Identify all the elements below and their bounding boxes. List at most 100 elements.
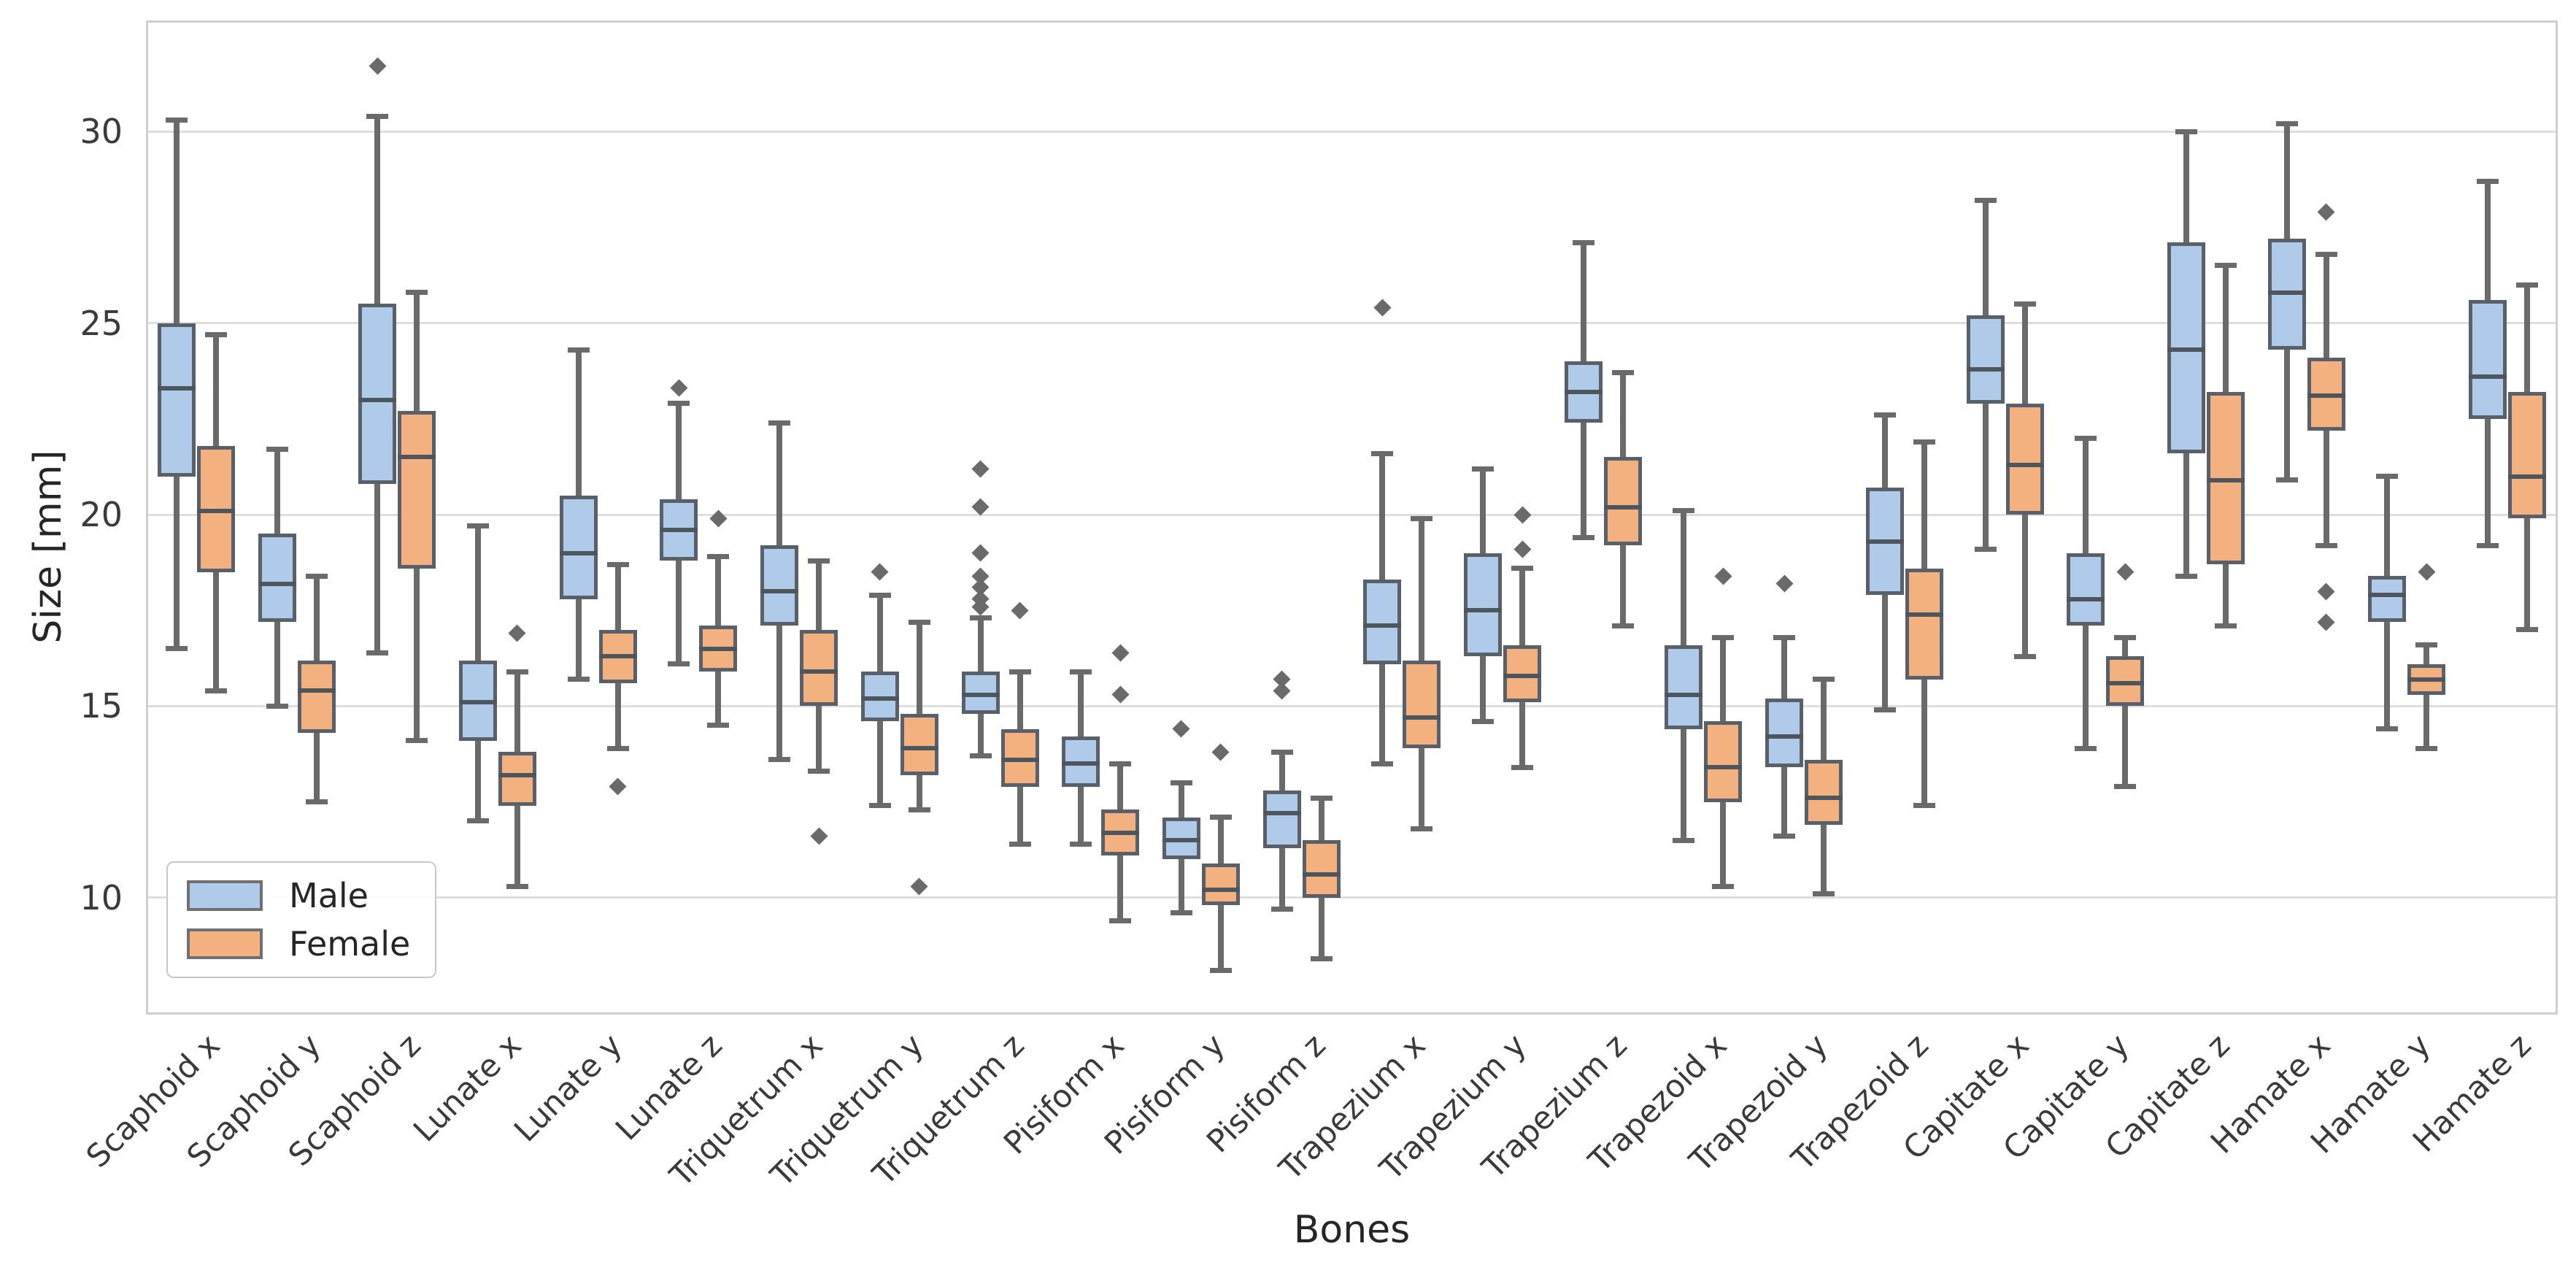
cap-low-male-trapezoid-y	[1773, 834, 1796, 839]
box-male-triquetrum-x	[760, 545, 799, 626]
cap-low-female-hamate-x	[2315, 542, 2337, 548]
cap-low-female-scaphoid-x	[204, 688, 227, 693]
median-female-trapezium-y	[1503, 673, 1542, 678]
cap-low-female-hamate-z	[2516, 627, 2539, 633]
median-female-pisiform-x	[1101, 830, 1140, 835]
box-female-trapezium-z	[1603, 457, 1642, 546]
cap-low-male-capitate-y	[2075, 745, 2097, 751]
x-axis-title: Bones	[1293, 1208, 1411, 1252]
cap-high-female-scaphoid-x	[204, 331, 227, 337]
y-tick-20: 20	[80, 495, 123, 535]
box-male-lunate-y	[559, 495, 598, 599]
median-female-trapezoid-y	[1805, 796, 1843, 801]
male-swatch-icon	[187, 880, 263, 911]
box-female-scaphoid-z	[398, 411, 436, 569]
cap-low-male-trapezium-x	[1371, 761, 1394, 766]
median-male-triquetrum-y	[860, 696, 899, 701]
whisker-female-capitate-y	[2122, 637, 2129, 787]
cap-low-female-lunate-z	[707, 723, 730, 728]
cap-high-female-trapezium-z	[1611, 370, 1634, 376]
median-male-trapezoid-x	[1665, 692, 1703, 697]
cap-low-male-trapezoid-z	[1873, 707, 1896, 713]
median-male-trapezium-x	[1363, 623, 1402, 628]
cap-high-male-pisiform-z	[1270, 749, 1293, 755]
cap-low-female-scaphoid-y	[305, 799, 328, 805]
cap-low-male-hamate-y	[2376, 726, 2399, 732]
median-female-capitate-z	[2207, 477, 2245, 482]
cap-high-female-lunate-z	[707, 554, 730, 560]
cap-high-female-trapezoid-x	[1712, 634, 1735, 640]
cap-high-male-trapezoid-z	[1873, 412, 1896, 418]
box-female-pisiform-y	[1201, 863, 1240, 906]
y-tick-15: 15	[80, 686, 123, 726]
gridline-15	[148, 704, 2556, 707]
cap-high-male-trapezium-x	[1371, 450, 1394, 456]
box-male-hamate-z	[2469, 300, 2507, 419]
cap-high-male-scaphoid-y	[266, 447, 288, 453]
female-swatch-icon	[187, 928, 263, 959]
plot-area	[146, 20, 2558, 1015]
box-male-hamate-y	[2368, 576, 2407, 622]
legend-entry-male: Male	[187, 879, 410, 912]
median-female-pisiform-z	[1302, 872, 1341, 877]
median-female-hamate-y	[2407, 677, 2446, 682]
median-male-scaphoid-x	[157, 385, 196, 391]
box-female-trapezium-x	[1403, 660, 1441, 749]
median-male-trapezoid-z	[1865, 539, 1904, 544]
cap-low-female-trapezoid-y	[1813, 891, 1835, 897]
cap-low-female-lunate-y	[606, 745, 629, 751]
box-female-hamate-z	[2508, 392, 2547, 519]
box-female-pisiform-z	[1302, 840, 1341, 898]
cap-high-male-pisiform-x	[1070, 669, 1092, 674]
cap-high-male-triquetrum-x	[768, 420, 791, 426]
cap-low-male-scaphoid-z	[366, 650, 389, 655]
whisker-female-hamate-y	[2423, 645, 2430, 749]
cap-low-female-lunate-x	[506, 883, 528, 889]
cap-low-female-capitate-z	[2215, 623, 2237, 628]
cap-low-female-trapezoid-x	[1712, 883, 1735, 889]
box-female-triquetrum-y	[900, 713, 938, 775]
cap-low-female-trapezium-x	[1411, 826, 1433, 831]
median-female-pisiform-y	[1201, 888, 1240, 893]
box-male-scaphoid-z	[358, 304, 397, 485]
box-male-trapezium-y	[1464, 553, 1503, 657]
box-male-pisiform-z	[1262, 790, 1301, 848]
cap-high-female-pisiform-x	[1109, 761, 1132, 766]
cap-low-female-scaphoid-z	[406, 738, 428, 744]
median-male-trapezium-y	[1464, 608, 1503, 613]
cap-low-male-trapezium-y	[1472, 718, 1495, 724]
cap-low-male-pisiform-z	[1270, 907, 1293, 912]
cap-high-male-lunate-x	[466, 523, 489, 529]
median-female-hamate-z	[2508, 474, 2547, 479]
gridline-25	[148, 322, 2556, 325]
cap-low-male-pisiform-y	[1170, 910, 1192, 916]
cap-high-female-lunate-y	[606, 561, 629, 567]
box-female-capitate-x	[2005, 403, 2044, 515]
cap-high-female-capitate-z	[2215, 263, 2237, 269]
cap-low-male-hamate-z	[2477, 542, 2499, 548]
cap-high-male-capitate-z	[2175, 128, 2198, 134]
cap-high-male-triquetrum-y	[868, 592, 891, 598]
cap-low-female-triquetrum-x	[808, 769, 830, 774]
legend: Male Female	[166, 861, 437, 978]
cap-low-male-scaphoid-y	[266, 703, 288, 709]
cap-high-female-scaphoid-z	[406, 290, 428, 296]
median-female-trapezium-z	[1603, 504, 1642, 509]
box-male-trapezium-x	[1363, 580, 1402, 664]
median-female-scaphoid-y	[297, 688, 336, 693]
median-male-lunate-y	[559, 550, 598, 555]
median-female-trapezoid-x	[1704, 765, 1743, 770]
cap-low-female-pisiform-x	[1109, 918, 1132, 923]
cap-low-male-scaphoid-x	[165, 646, 188, 652]
cap-low-male-triquetrum-z	[969, 753, 992, 759]
box-female-lunate-x	[498, 752, 536, 806]
cap-high-female-scaphoid-y	[305, 573, 328, 579]
cap-high-male-scaphoid-x	[165, 117, 188, 123]
median-female-capitate-y	[2106, 681, 2145, 685]
box-male-trapezoid-y	[1765, 698, 1804, 768]
cap-low-female-trapezoid-z	[1913, 803, 1935, 809]
y-tick-10: 10	[80, 877, 123, 918]
cap-high-male-trapezoid-x	[1673, 508, 1695, 514]
cap-low-male-lunate-z	[668, 661, 690, 667]
cap-high-female-capitate-y	[2114, 634, 2137, 640]
